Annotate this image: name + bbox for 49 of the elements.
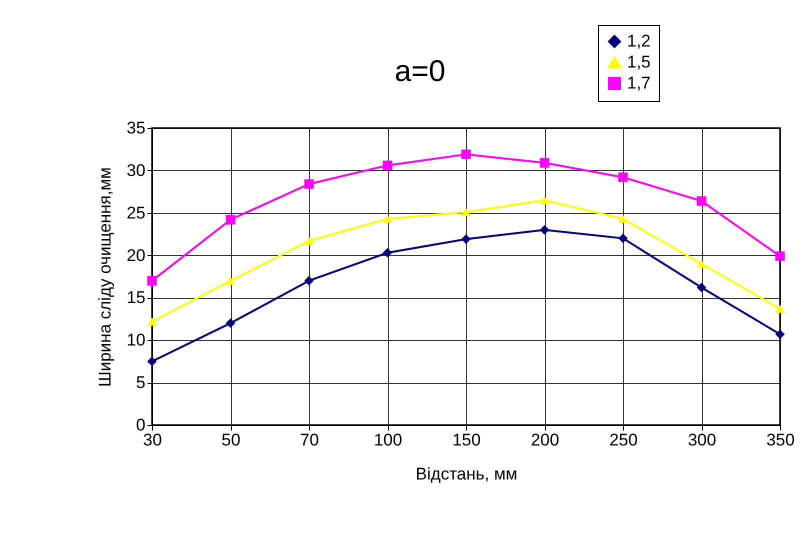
y-tick-label: 5 [136,373,146,392]
point [618,172,628,182]
point [382,248,392,258]
point [775,251,785,261]
point [461,234,471,244]
point [618,234,628,244]
x-tick-label: 150 [452,430,481,450]
point [618,214,628,223]
y-tick-label: 25 [126,203,146,222]
y-tick-label: 20 [126,246,146,265]
point [147,317,157,326]
point [147,356,157,366]
point [304,179,314,189]
point [540,225,550,235]
point [775,304,785,313]
point [461,208,471,216]
point [382,160,392,170]
point [304,276,314,286]
point [540,158,550,168]
x-tick-label: 100 [374,430,402,450]
legend-label: 1,2 [627,32,651,50]
legend-label: 1,7 [627,74,651,92]
legend-label: 1,5 [627,52,651,72]
x-axis-title: Відстань, мм [416,464,518,484]
point [461,150,471,160]
point [304,236,314,245]
y-tick-label: 15 [126,288,146,308]
point [696,282,706,292]
point [540,196,550,204]
x-tick-label: 300 [688,430,716,450]
point [147,276,157,286]
point [696,196,706,206]
x-tick-label: 200 [530,430,560,450]
y-tick-label: 30 [126,160,146,180]
point [226,276,236,285]
y-axis-title: Ширина сліду очищення,мм [96,167,115,387]
point [775,329,785,339]
x-tick-label: 70 [300,430,319,450]
x-tick-label: 50 [222,430,240,450]
x-tick-label: 350 [766,430,795,450]
point [226,318,236,328]
y-tick-label: 35 [126,118,146,138]
y-tick-label: 10 [126,330,146,350]
chart-title: a=0 [394,55,446,88]
point [382,214,392,223]
point [226,214,236,224]
x-tick-label: 250 [609,430,638,450]
point [696,260,706,268]
y-tick-label: 0 [136,416,146,434]
